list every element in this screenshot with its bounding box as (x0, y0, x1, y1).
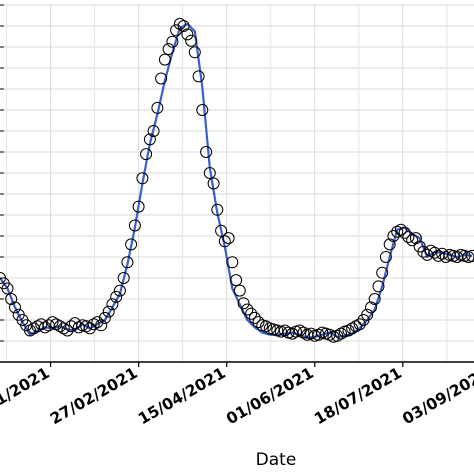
data-point (158, 53, 171, 66)
data-point (117, 272, 130, 284)
data-point (263, 322, 276, 335)
data-point (252, 316, 265, 329)
data-point (1, 282, 14, 295)
data-point (68, 317, 81, 330)
data-point (245, 307, 258, 320)
grid (0, 4, 474, 362)
data-point (98, 311, 111, 324)
data-point (151, 101, 164, 114)
data-point (136, 172, 149, 185)
data-point (466, 249, 474, 262)
data-point (361, 308, 374, 321)
data-point (383, 238, 396, 251)
data-point (162, 43, 175, 56)
data-point (207, 177, 220, 190)
axes (0, 4, 474, 367)
x-tick-label: 11/01/2021 (0, 364, 53, 428)
data-point (353, 318, 366, 331)
data-point (143, 133, 156, 146)
data-point (233, 284, 246, 297)
x-tick-label: 18/07/2021 (311, 364, 405, 428)
data-point (185, 34, 198, 47)
x-tick-labels: 11/01/202127/02/202115/04/202101/06/2021… (0, 364, 474, 428)
data-point (42, 319, 55, 332)
data-point (211, 203, 224, 216)
data-point (372, 280, 385, 293)
data-point (113, 284, 126, 297)
data-point (241, 303, 254, 316)
data-point (248, 311, 261, 324)
data-point (267, 323, 280, 336)
data-point (368, 293, 381, 305)
data-point (170, 24, 183, 37)
data-point (83, 322, 96, 335)
data-point (5, 293, 18, 305)
data-point (387, 230, 400, 242)
data-point (125, 238, 138, 251)
series-points (0, 17, 474, 343)
data-point (9, 301, 21, 314)
x-tick-label: 15/04/2021 (135, 364, 229, 428)
data-point (155, 72, 168, 85)
data-point (192, 70, 205, 83)
data-point (398, 226, 411, 239)
data-point (203, 167, 216, 179)
data-point (140, 148, 153, 161)
data-point (188, 46, 201, 59)
data-point (394, 223, 407, 236)
data-point (102, 305, 115, 318)
data-point (196, 104, 209, 116)
x-tick-label: 03/09/2021 (399, 364, 474, 428)
data-point (256, 319, 269, 332)
data-point (121, 256, 134, 269)
data-point (61, 324, 74, 337)
data-point (428, 246, 441, 259)
series-lines (0, 22, 473, 339)
data-point (230, 274, 243, 287)
data-point (376, 266, 389, 279)
data-point (147, 125, 160, 137)
data-point (218, 235, 231, 248)
data-point (275, 325, 287, 338)
data-point (436, 247, 449, 260)
data-point (128, 219, 141, 232)
data-point (222, 232, 235, 245)
data-point (181, 28, 194, 41)
x-axis-title: Date (256, 450, 297, 470)
data-point (95, 319, 108, 332)
data-point (110, 290, 123, 303)
data-point (402, 231, 415, 243)
data-point (200, 146, 213, 158)
data-point (35, 318, 48, 331)
data-point (365, 301, 377, 314)
x-tick-label: 27/02/2021 (47, 364, 141, 428)
data-point (91, 316, 104, 329)
data-point (215, 224, 228, 237)
data-point (409, 232, 422, 245)
data-point (226, 256, 239, 269)
data-point (166, 35, 179, 48)
series-line (0, 22, 473, 339)
data-point (106, 298, 119, 311)
data-point (132, 200, 145, 213)
x-tick-label: 01/06/2021 (223, 364, 317, 428)
data-point (237, 297, 250, 310)
data-point (379, 251, 392, 263)
data-point (177, 20, 190, 32)
